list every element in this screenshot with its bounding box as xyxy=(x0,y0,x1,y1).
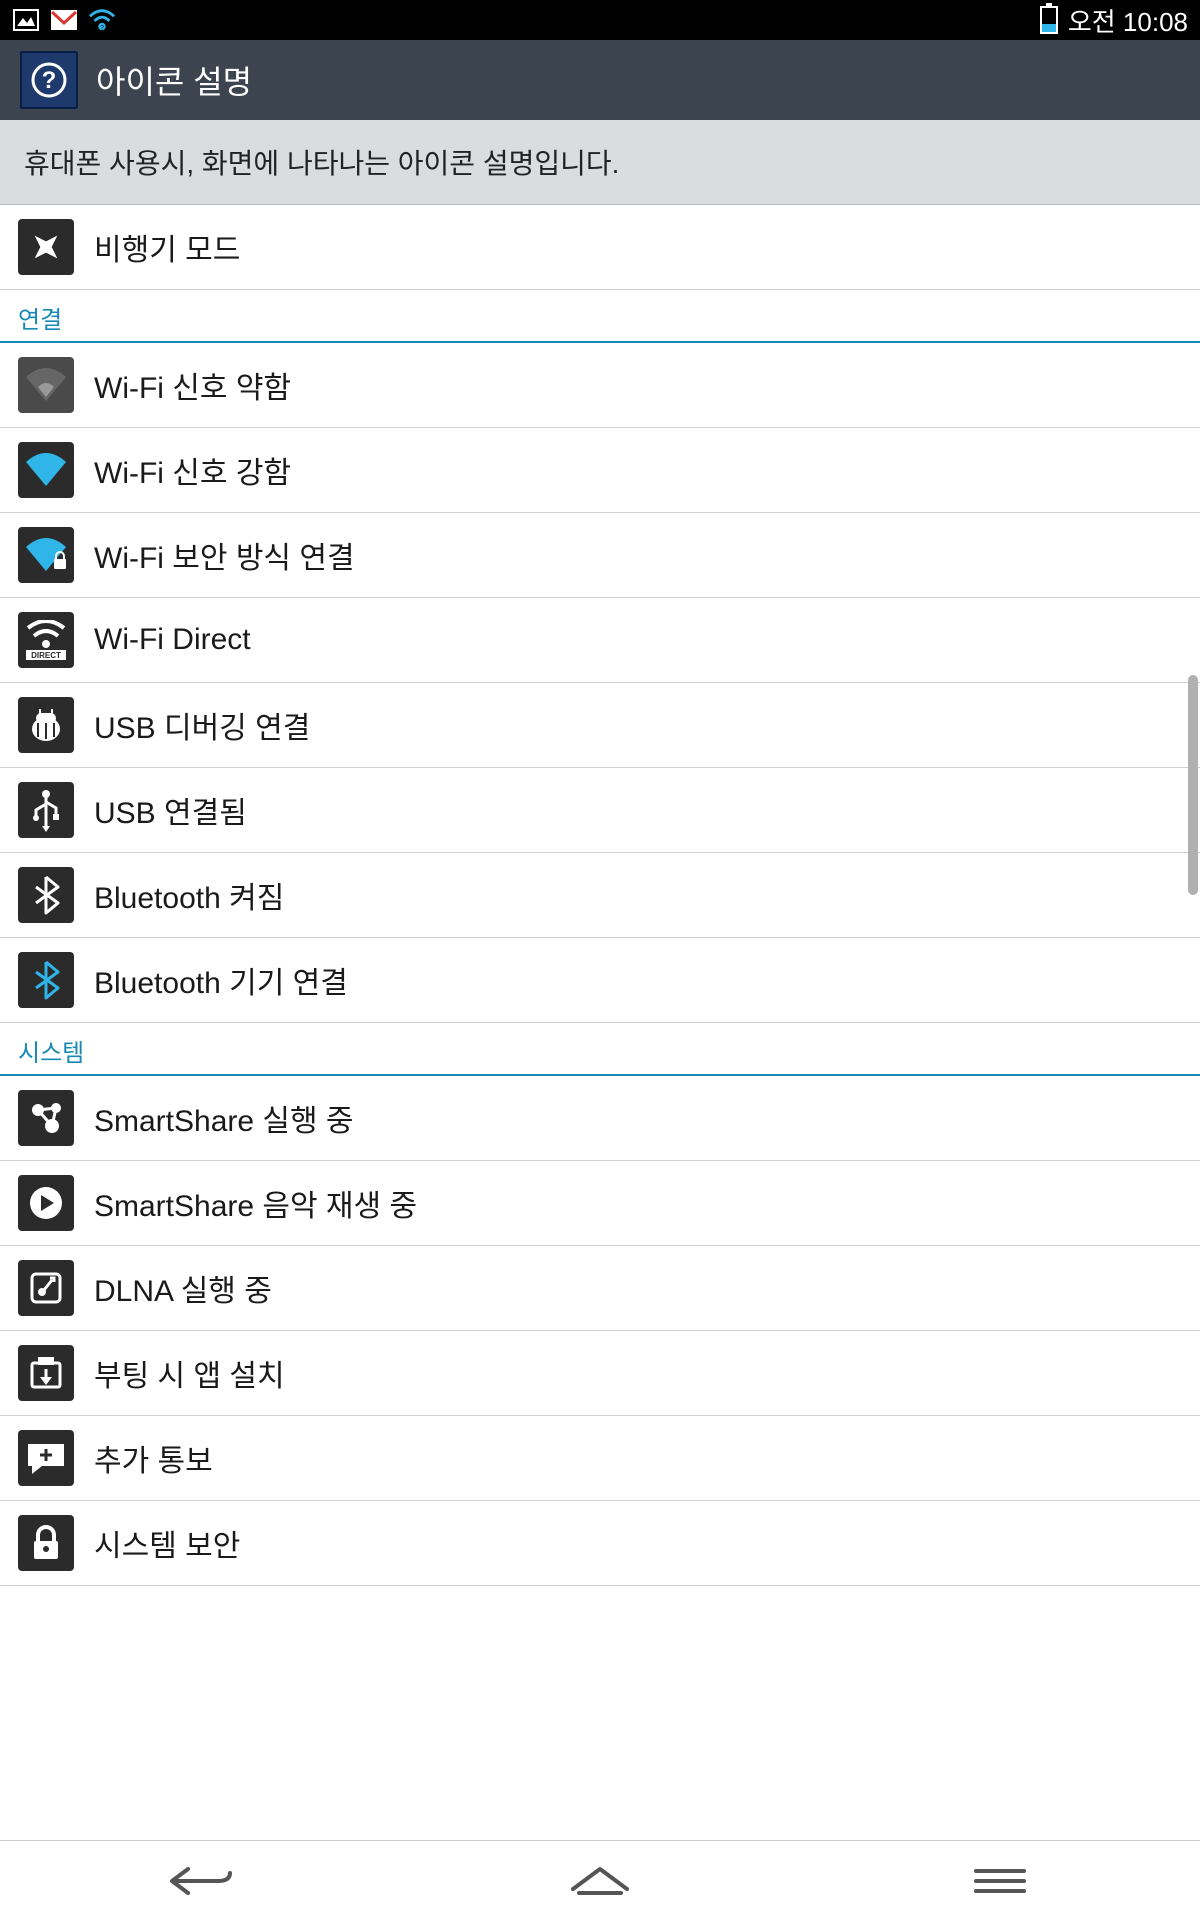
menu-button[interactable] xyxy=(955,1856,1045,1906)
list-item-dlna[interactable]: DLNA 실행 중 xyxy=(0,1246,1200,1331)
list-item-wifi-secure[interactable]: Wi-Fi 보안 방식 연결 xyxy=(0,513,1200,598)
item-label: 비행기 모드 xyxy=(94,225,240,269)
section-header-connection: 연결 xyxy=(0,290,1200,343)
battery-icon xyxy=(1040,6,1058,34)
wifi-help-icon: ? xyxy=(88,6,116,34)
picture-icon xyxy=(12,6,40,34)
wifi-direct-icon: DIRECT xyxy=(18,612,74,668)
item-label: Wi-Fi Direct xyxy=(94,623,251,657)
list-item-more-notif[interactable]: 추가 통보 xyxy=(0,1416,1200,1501)
bluetooth-connected-icon xyxy=(18,952,74,1008)
navigation-bar xyxy=(0,1840,1200,1920)
description-text: 휴대폰 사용시, 화면에 나타나는 아이콘 설명입니다. xyxy=(0,120,1200,205)
item-label: 시스템 보안 xyxy=(94,1521,240,1565)
wifi-weak-icon xyxy=(18,357,74,413)
gmail-icon xyxy=(50,6,78,34)
list-item-wifi-weak[interactable]: Wi-Fi 신호 약함 xyxy=(0,343,1200,428)
scroll-indicator[interactable] xyxy=(1188,675,1198,895)
usb-icon xyxy=(18,782,74,838)
item-label: USB 연결됨 xyxy=(94,788,247,832)
item-label: Wi-Fi 신호 강함 xyxy=(94,448,291,492)
lock-icon xyxy=(18,1515,74,1571)
plus-notification-icon xyxy=(18,1430,74,1486)
list-item-airplane[interactable]: 비행기 모드 xyxy=(0,205,1200,290)
status-bar: ? 오전 10:08 xyxy=(0,0,1200,40)
back-button[interactable] xyxy=(155,1856,245,1906)
app-bar-title: 아이콘 설명 xyxy=(96,57,252,103)
list-item-usb[interactable]: USB 연결됨 xyxy=(0,768,1200,853)
help-book-icon: ? xyxy=(20,51,78,109)
item-label: SmartShare 음악 재생 중 xyxy=(94,1181,417,1225)
item-label: SmartShare 실행 중 xyxy=(94,1096,354,1140)
item-label: DLNA 실행 중 xyxy=(94,1266,272,1310)
airplane-icon xyxy=(18,219,74,275)
list-item-usb-debug[interactable]: USB 디버깅 연결 xyxy=(0,683,1200,768)
item-label: Wi-Fi 보안 방식 연결 xyxy=(94,533,355,577)
dlna-icon xyxy=(18,1260,74,1316)
item-label: 추가 통보 xyxy=(94,1436,213,1480)
list-item-sys-security[interactable]: 시스템 보안 xyxy=(0,1501,1200,1586)
item-label: Bluetooth 켜짐 xyxy=(94,873,284,917)
list-item-wifi-strong[interactable]: Wi-Fi 신호 강함 xyxy=(0,428,1200,513)
usb-debug-icon xyxy=(18,697,74,753)
item-label: Bluetooth 기기 연결 xyxy=(94,958,348,1002)
wifi-secure-icon xyxy=(18,527,74,583)
install-icon xyxy=(18,1345,74,1401)
svg-text:?: ? xyxy=(42,67,57,94)
smartshare-icon xyxy=(18,1090,74,1146)
play-icon xyxy=(18,1175,74,1231)
icon-list[interactable]: 비행기 모드 연결 Wi-Fi 신호 약함 Wi-Fi 신호 강함 Wi-Fi … xyxy=(0,205,1200,1840)
list-item-bluetooth-connected[interactable]: Bluetooth 기기 연결 xyxy=(0,938,1200,1023)
list-item-smartshare-music[interactable]: SmartShare 음악 재생 중 xyxy=(0,1161,1200,1246)
item-label: USB 디버깅 연결 xyxy=(94,703,310,747)
svg-text:?: ? xyxy=(100,24,104,31)
list-item-smartshare[interactable]: SmartShare 실행 중 xyxy=(0,1076,1200,1161)
wifi-strong-icon xyxy=(18,442,74,498)
status-time: 오전 10:08 xyxy=(1068,2,1188,39)
section-header-system: 시스템 xyxy=(0,1023,1200,1076)
app-bar: ? 아이콘 설명 xyxy=(0,40,1200,120)
svg-text:DIRECT: DIRECT xyxy=(31,651,61,660)
item-label: Wi-Fi 신호 약함 xyxy=(94,363,291,407)
home-button[interactable] xyxy=(555,1856,645,1906)
list-item-bluetooth[interactable]: Bluetooth 켜짐 xyxy=(0,853,1200,938)
list-item-boot-install[interactable]: 부팅 시 앱 설치 xyxy=(0,1331,1200,1416)
list-item-wifi-direct[interactable]: DIRECT Wi-Fi Direct xyxy=(0,598,1200,683)
item-label: 부팅 시 앱 설치 xyxy=(94,1351,285,1395)
bluetooth-icon xyxy=(18,867,74,923)
